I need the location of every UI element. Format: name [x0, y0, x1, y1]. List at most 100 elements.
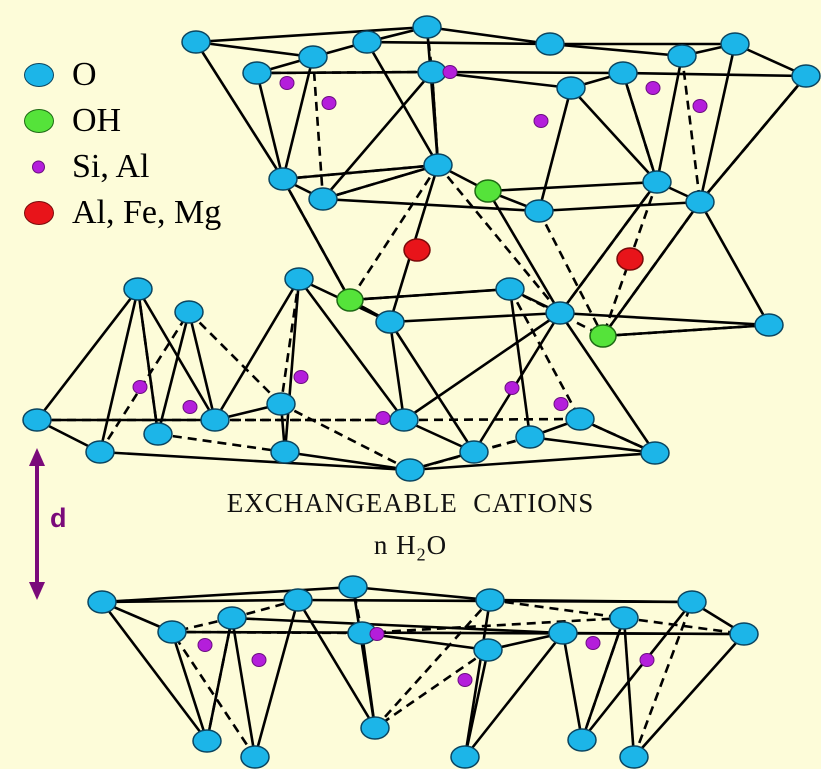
oxygen-atom — [157, 620, 187, 644]
octahedral-cation-atom — [616, 247, 644, 271]
hidden-bond-line — [374, 599, 491, 729]
interlayer-water: n H2O — [373, 530, 448, 565]
oxygen-atom — [459, 440, 489, 464]
oxygen-atom — [667, 44, 697, 68]
silicon-aluminum-atom — [321, 96, 337, 110]
hidden-bond-line — [157, 432, 286, 454]
bond-line — [529, 435, 656, 455]
oxygen-atom — [423, 153, 453, 177]
hidden-bond-line — [322, 163, 439, 201]
bond-line — [98, 288, 140, 453]
silicon-aluminum-atom — [533, 114, 549, 128]
bond-line — [322, 197, 540, 213]
bond-line — [284, 450, 411, 472]
silicon-aluminum-atom — [375, 411, 391, 425]
bond-line — [622, 617, 636, 758]
bond-line — [170, 631, 209, 742]
oxygen-swatch-icon — [24, 63, 54, 87]
oxygen-atom — [352, 30, 382, 54]
oxygen-atom — [85, 440, 115, 464]
hidden-bond-line — [436, 164, 562, 314]
hidden-bond-line — [601, 201, 702, 337]
hidden-bond-line — [580, 617, 626, 741]
hidden-bond-line — [680, 55, 702, 203]
legend-label: Al, Fe, Mg — [72, 194, 222, 231]
bond-line — [156, 311, 191, 435]
hydroxyl-atom — [336, 288, 364, 312]
bond-line — [281, 56, 315, 180]
oxygen-atom — [217, 606, 247, 630]
oxygen-atom — [535, 32, 565, 56]
octahedral-cation-swatch-icon — [24, 201, 54, 225]
oxygen-atom — [565, 407, 595, 431]
oxygen-atom — [524, 199, 554, 223]
oxygen-atom — [360, 716, 390, 740]
oxygen-atom — [412, 15, 442, 39]
hidden-bond-line — [489, 598, 625, 620]
oxygen-atom — [545, 301, 575, 325]
d-spacing-label: d — [50, 503, 67, 533]
silicon-aluminum-atom — [692, 99, 708, 113]
bond-line — [426, 25, 551, 46]
bond-line — [296, 599, 377, 729]
oxygen-atom — [495, 277, 525, 301]
oxygen-atom — [640, 441, 670, 465]
bond-line — [561, 632, 584, 741]
oxygen-atom — [22, 408, 52, 432]
oxygen-atom — [181, 30, 211, 54]
oxygen-atom — [174, 300, 204, 324]
hidden-bond-line — [632, 601, 694, 758]
oxygen-atom — [475, 588, 505, 612]
hidden-bond-line — [403, 417, 581, 422]
bond-line — [283, 278, 301, 453]
bond-line — [562, 631, 745, 636]
oxygen-atom — [87, 590, 117, 614]
oxygen-atom — [642, 170, 672, 194]
hidden-bond-line — [311, 56, 325, 200]
bond-line — [365, 41, 440, 166]
silicon-aluminum-atom — [369, 627, 385, 641]
oxygen-atom — [268, 167, 298, 191]
bond-line — [698, 43, 737, 203]
bond-line — [366, 40, 551, 46]
oxygen-atom — [450, 745, 480, 769]
silicon-aluminum-atom — [182, 400, 198, 414]
bond-line — [655, 55, 684, 183]
oxygen-atom — [395, 458, 425, 482]
bond-line — [187, 311, 217, 421]
bond-line — [409, 451, 656, 472]
silicon-aluminum-atom — [585, 636, 601, 650]
bond-line — [463, 649, 490, 758]
bond-line — [100, 601, 209, 742]
oxygen-atom — [389, 408, 419, 432]
oxygen-atom — [123, 277, 153, 301]
oxygen-atom — [240, 745, 270, 769]
bond-line — [322, 71, 433, 200]
bond-line — [431, 70, 624, 75]
hidden-bond-line — [170, 631, 257, 758]
hidden-bond-line — [602, 323, 770, 338]
oxygen-atom — [200, 408, 230, 432]
bond-line — [389, 311, 561, 324]
bond-line — [558, 312, 657, 454]
hidden-bond-line — [374, 648, 489, 730]
bond-line — [549, 42, 683, 58]
oxygen-atom — [677, 590, 707, 614]
bond-line — [101, 598, 299, 604]
silicon-aluminum-atom — [553, 397, 569, 411]
hidden-bond-line — [171, 630, 363, 635]
silicon-aluminum-atom — [279, 76, 295, 90]
hidden-bond-line — [188, 311, 282, 405]
bond-line — [194, 41, 285, 180]
oxygen-atom — [729, 622, 759, 646]
d-spacing-arrow — [29, 448, 45, 600]
bond-line — [253, 599, 300, 758]
oxygen-atom — [266, 392, 296, 416]
legend-label: Si, Al — [72, 148, 150, 185]
oxygen-atom — [338, 575, 368, 599]
bond-line — [388, 321, 406, 421]
oxygen-atom — [720, 32, 750, 56]
oxygen-atom — [308, 187, 338, 211]
hidden-bond-line — [361, 616, 625, 635]
